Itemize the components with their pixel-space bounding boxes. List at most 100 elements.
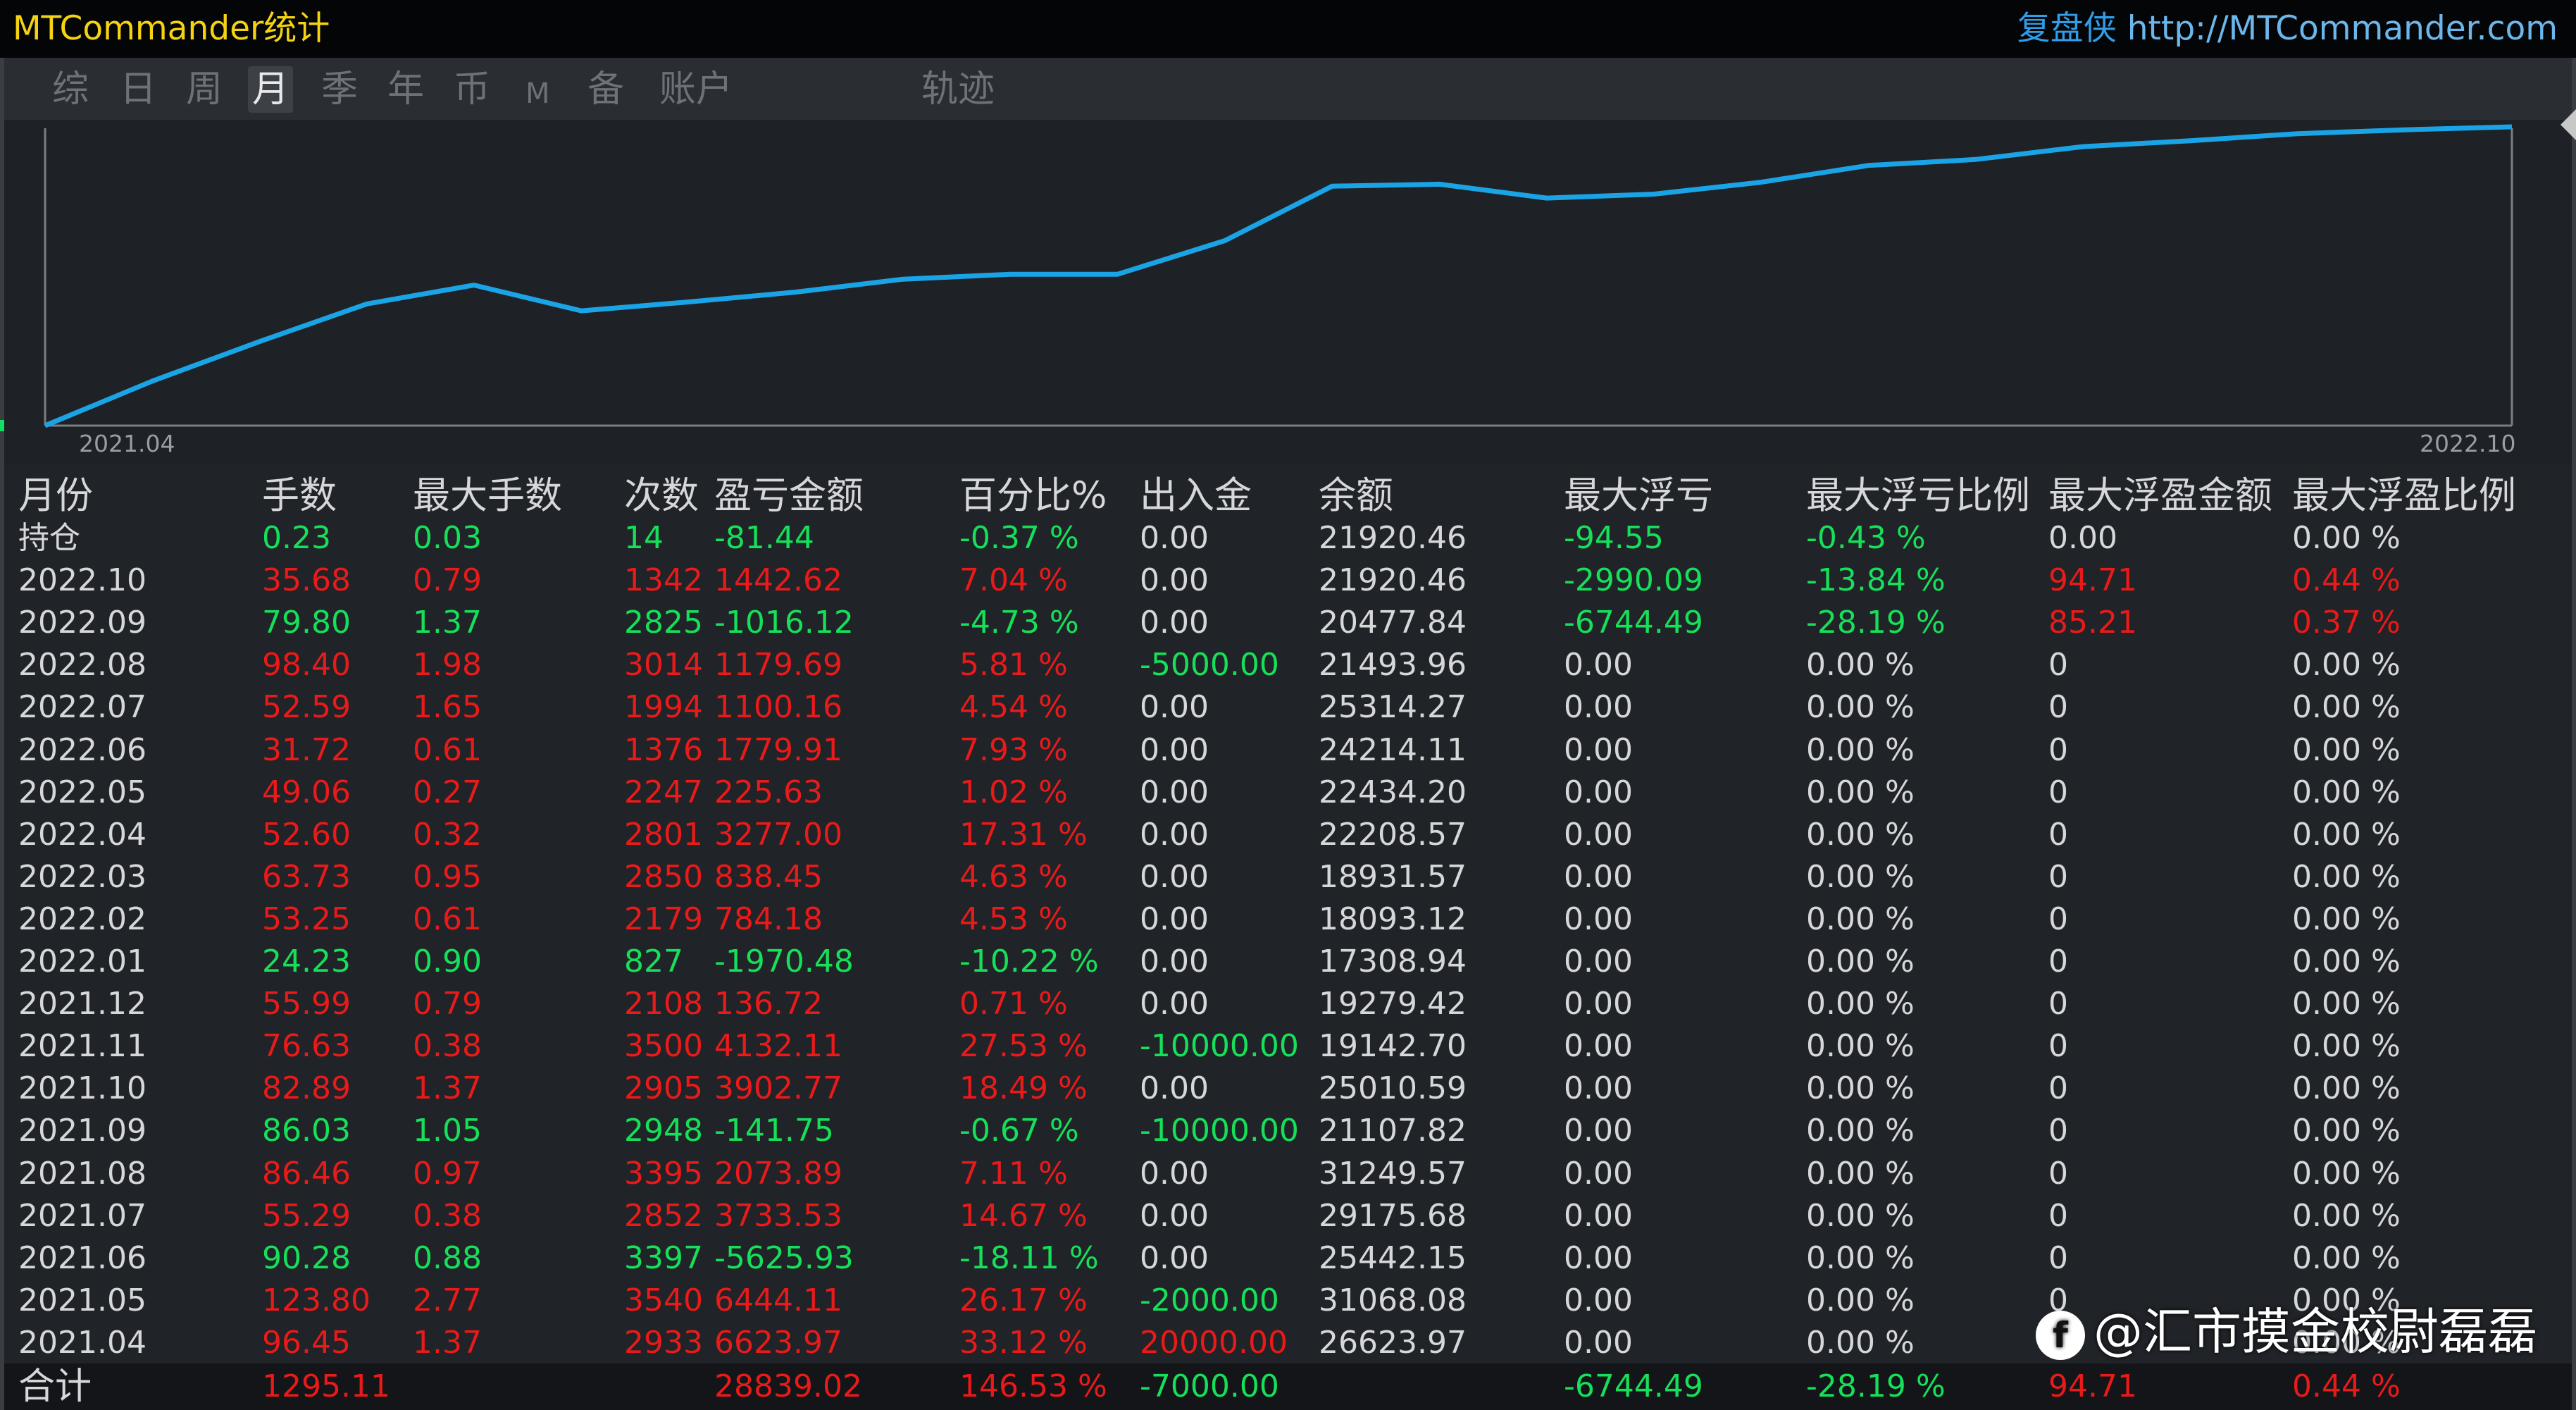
site-url[interactable]: http://MTCommander.com	[2127, 9, 2558, 48]
cell-trades: 2850	[624, 858, 703, 895]
cell-pct: 4.53 %	[959, 901, 1068, 937]
cell-lots: 79.80	[262, 605, 351, 641]
cell-max-float-loss-pct: 0.00 %	[1806, 1113, 1915, 1149]
cell-max-lots: 1.37	[413, 1324, 482, 1361]
header-pct[interactable]: 百分比%	[959, 474, 1107, 517]
site-brand[interactable]: 复盘侠	[2017, 9, 2117, 48]
cell-month: 2022.08	[18, 647, 147, 684]
header-max-float-loss-pct[interactable]: 最大浮亏比例	[1806, 474, 2030, 517]
scroll-marker-icon[interactable]	[2561, 109, 2576, 140]
cell-flow: 20000.00	[1140, 1324, 1288, 1361]
cell-balance: 22434.20	[1319, 774, 1467, 810]
cell-flow: 0.00	[1140, 774, 1209, 810]
header-max-float-profit-pct[interactable]: 最大浮盈比例	[2292, 474, 2516, 517]
cell-max-float-profit: 0	[2048, 901, 2068, 937]
cell-balance: 25010.59	[1319, 1070, 1467, 1107]
facebook-icon: f	[2036, 1310, 2085, 1360]
cell-flow: 0.00	[1140, 858, 1209, 895]
tab-day[interactable]: 日	[120, 68, 157, 111]
cell-lots: 123.80	[262, 1282, 371, 1318]
cell-pct: 26.17 %	[959, 1282, 1088, 1318]
tab-trajectory[interactable]: 轨迹	[921, 68, 995, 111]
cell-month: 2021.12	[18, 986, 147, 1022]
cell-lots: 52.59	[262, 689, 351, 726]
cell-month: 2021.06	[18, 1239, 147, 1276]
cell-max-float-profit-pct: 0.00 %	[2292, 901, 2401, 937]
cell-lots: 98.40	[262, 647, 351, 684]
cell-balance: 26623.97	[1319, 1324, 1467, 1361]
tab-week[interactable]: 周	[186, 68, 223, 111]
tab-quarter[interactable]: 季	[321, 68, 359, 111]
total-row: 合计 1295.11 28839.02 146.53 % -7000.00 -6…	[4, 1363, 2572, 1410]
header-month[interactable]: 月份	[18, 474, 93, 517]
cell-month: 2022.03	[18, 858, 147, 895]
header-trades[interactable]: 次数	[624, 474, 699, 517]
cell-pnl: 4132.11	[714, 1028, 842, 1065]
tab-m[interactable]: M	[525, 78, 550, 110]
total-max-float-profit: 94.71	[2048, 1368, 2137, 1404]
cell-max-float-loss-pct: 0.00 %	[1806, 1197, 1915, 1234]
header-max-float-loss[interactable]: 最大浮亏	[1564, 474, 1713, 517]
total-max-float-loss-pct: -28.19 %	[1806, 1368, 1946, 1404]
cell-max-float-profit-pct: 0.00 %	[2292, 858, 2401, 895]
cell-max-float-loss: 0.00	[1564, 731, 1633, 768]
cell-month: 2022.01	[18, 944, 147, 979]
cell-max-float-profit: 0	[2048, 1028, 2068, 1065]
cell-max-float-loss-pct: 0.00 %	[1806, 1239, 1915, 1276]
cell-lots: 86.03	[262, 1113, 351, 1149]
cell-max-float-profit-pct: 0.00 %	[2292, 1282, 2401, 1318]
cell-pct: -18.11 %	[959, 1239, 1099, 1276]
equity-chart	[4, 120, 2572, 465]
cell-month: 2022.06	[18, 731, 147, 768]
cell-max-float-loss: 0.00	[1564, 689, 1633, 726]
tab-notes[interactable]: 备	[587, 68, 625, 111]
cell-balance: 24214.11	[1319, 731, 1467, 768]
header-lots[interactable]: 手数	[262, 474, 337, 517]
header-flow[interactable]: 出入金	[1140, 474, 1252, 517]
cell-balance: 19142.70	[1319, 1028, 1467, 1065]
tab-currency[interactable]: 币	[454, 68, 491, 111]
header-max-float-profit[interactable]: 最大浮盈金额	[2048, 474, 2272, 517]
cell-pnl: 2073.89	[714, 1155, 842, 1192]
watermark: f @汇市摸金校尉磊磊	[2036, 1300, 2537, 1363]
tab-account[interactable]: 账户	[659, 68, 733, 111]
cell-pnl: 1779.91	[714, 731, 842, 768]
cell-flow: 0.00	[1140, 689, 1209, 726]
cell-flow: 0.00	[1140, 816, 1209, 853]
header-balance[interactable]: 余额	[1319, 474, 1393, 517]
cell-max-float-profit: 0	[2048, 858, 2068, 895]
tab-year[interactable]: 年	[387, 68, 425, 111]
tab-overview[interactable]: 综	[52, 68, 89, 111]
cell-pnl: 1100.16	[714, 689, 842, 726]
cell-max-float-loss: 0.00	[1564, 901, 1633, 937]
cell-max-float-loss-pct: 0.00 %	[1806, 1028, 1915, 1065]
total-max-float-loss: -6744.49	[1564, 1368, 1703, 1404]
cell-max-lots: 1.65	[413, 689, 482, 726]
cell-lots: 63.73	[262, 858, 351, 895]
cell-max-lots: 0.88	[413, 1239, 482, 1276]
cell-max-float-loss: -94.55	[1564, 520, 1664, 556]
site-link[interactable]: 复盘侠 http://MTCommander.com	[2017, 6, 2558, 52]
cell-max-lots: 0.38	[413, 1028, 482, 1065]
tab-month[interactable]: 月	[248, 66, 294, 113]
cell-max-float-profit: 0	[2048, 731, 2068, 768]
cell-pnl: 3733.53	[714, 1197, 842, 1234]
cell-flow: 0.00	[1140, 605, 1209, 641]
header-max-lots[interactable]: 最大手数	[413, 474, 562, 517]
cell-month: 2021.09	[18, 1113, 147, 1149]
cell-flow: 0.00	[1140, 520, 1209, 556]
cell-lots: 55.99	[262, 986, 351, 1022]
cell-lots: 52.60	[262, 816, 351, 853]
watermark-text: @汇市摸金校尉磊磊	[2093, 1303, 2537, 1361]
cell-max-lots: 0.95	[413, 858, 482, 895]
cell-lots: 53.25	[262, 901, 351, 937]
cell-max-lots: 0.32	[413, 816, 482, 853]
cell-max-lots: 0.90	[413, 944, 482, 979]
cell-month: 2021.04	[18, 1324, 147, 1361]
cell-max-lots: 2.77	[413, 1282, 482, 1318]
header-pnl[interactable]: 盈亏金额	[714, 474, 864, 517]
cell-max-float-loss: 0.00	[1564, 816, 1633, 853]
cell-max-float-profit-pct: 0.00 %	[2292, 689, 2401, 726]
cell-max-lots: 0.27	[413, 774, 482, 810]
cell-trades: 1342	[624, 562, 703, 599]
